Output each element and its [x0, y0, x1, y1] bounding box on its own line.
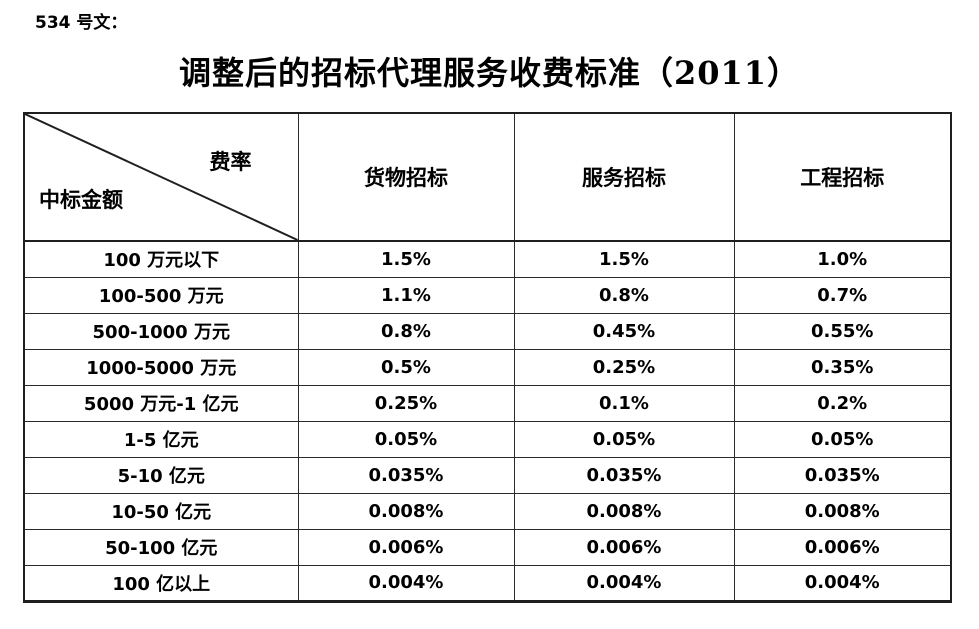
table-row: 100 万元以下 1.5% 1.5% 1.0%: [23, 240, 952, 278]
diagonal-divider-line: [25, 114, 297, 239]
rate-cell-goods: 1.1%: [297, 276, 515, 314]
rate-cell-goods: 1.5%: [297, 240, 515, 278]
row-label-cell: 100-500 万元: [23, 276, 299, 314]
rate-cell-services: 0.006%: [513, 528, 735, 566]
rate-cell-engineering: 0.004%: [733, 564, 952, 602]
rate-cell-engineering: 0.55%: [733, 312, 952, 350]
fee-rate-table: 费率 中标金额 货物招标 服务招标 工程招标 100 万元以下 1.5% 1.5…: [23, 112, 952, 603]
table-row: 1000-5000 万元 0.5% 0.25% 0.35%: [23, 348, 952, 386]
rate-cell-goods: 0.25%: [297, 384, 515, 422]
table-row: 500-1000 万元 0.8% 0.45% 0.55%: [23, 312, 952, 350]
rate-cell-services: 0.035%: [513, 456, 735, 494]
rate-cell-goods: 0.05%: [297, 420, 515, 458]
rate-cell-services: 0.004%: [513, 564, 735, 602]
column-header-goods: 货物招标: [297, 112, 515, 242]
table-row: 50-100 亿元 0.006% 0.006% 0.006%: [23, 528, 952, 566]
rate-cell-engineering: 0.05%: [733, 420, 952, 458]
rate-cell-goods: 0.5%: [297, 348, 515, 386]
column-header-services: 服务招标: [513, 112, 735, 242]
table-row: 5000 万元-1 亿元 0.25% 0.1% 0.2%: [23, 384, 952, 422]
table-row: 1-5 亿元 0.05% 0.05% 0.05%: [23, 420, 952, 458]
corner-label-bid-amount: 中标金额: [39, 187, 123, 212]
table-header: 费率 中标金额 货物招标 服务招标 工程招标: [23, 112, 952, 242]
header-row: 费率 中标金额 货物招标 服务招标 工程招标: [23, 112, 952, 242]
corner-header-cell: 费率 中标金额: [23, 112, 299, 242]
row-label-cell: 100 万元以下: [23, 240, 299, 278]
rate-cell-services: 0.45%: [513, 312, 735, 350]
rate-cell-goods: 0.035%: [297, 456, 515, 494]
rate-cell-services: 1.5%: [513, 240, 735, 278]
rate-cell-engineering: 0.035%: [733, 456, 952, 494]
rate-cell-engineering: 0.2%: [733, 384, 952, 422]
table-row: 100 亿以上 0.004% 0.004% 0.004%: [23, 564, 952, 602]
row-label-cell: 50-100 亿元: [23, 528, 299, 566]
rate-cell-engineering: 0.35%: [733, 348, 952, 386]
rate-cell-services: 0.25%: [513, 348, 735, 386]
rate-cell-engineering: 0.008%: [733, 492, 952, 530]
page-title: 调整后的招标代理服务收费标准（2011）: [178, 54, 801, 92]
rate-cell-goods: 0.008%: [297, 492, 515, 530]
row-label-cell: 5-10 亿元: [23, 456, 299, 494]
rate-cell-goods: 0.006%: [297, 528, 515, 566]
rate-cell-engineering: 0.7%: [733, 276, 952, 314]
table-row: 10-50 亿元 0.008% 0.008% 0.008%: [23, 492, 952, 530]
row-label-cell: 1000-5000 万元: [23, 348, 299, 386]
rate-cell-services: 0.008%: [513, 492, 735, 530]
corner-label-rate: 费率: [209, 149, 252, 174]
row-label-cell: 1-5 亿元: [23, 420, 299, 458]
column-header-engineering: 工程招标: [733, 112, 952, 242]
rate-cell-services: 0.1%: [513, 384, 735, 422]
row-label-cell: 5000 万元-1 亿元: [23, 384, 299, 422]
rate-cell-engineering: 1.0%: [733, 240, 952, 278]
doc-number-label: 534 号文：: [35, 13, 128, 33]
rate-cell-goods: 0.004%: [297, 564, 515, 602]
rate-cell-services: 0.05%: [513, 420, 735, 458]
rate-cell-engineering: 0.006%: [733, 528, 952, 566]
table-row: 100-500 万元 1.1% 0.8% 0.7%: [23, 276, 952, 314]
row-label-cell: 10-50 亿元: [23, 492, 299, 530]
table-body: 100 万元以下 1.5% 1.5% 1.0% 100-500 万元 1.1% …: [23, 240, 952, 602]
table-row: 5-10 亿元 0.035% 0.035% 0.035%: [23, 456, 952, 494]
row-label-cell: 500-1000 万元: [23, 312, 299, 350]
rate-cell-goods: 0.8%: [297, 312, 515, 350]
row-label-cell: 100 亿以上: [23, 564, 299, 602]
rate-cell-services: 0.8%: [513, 276, 735, 314]
